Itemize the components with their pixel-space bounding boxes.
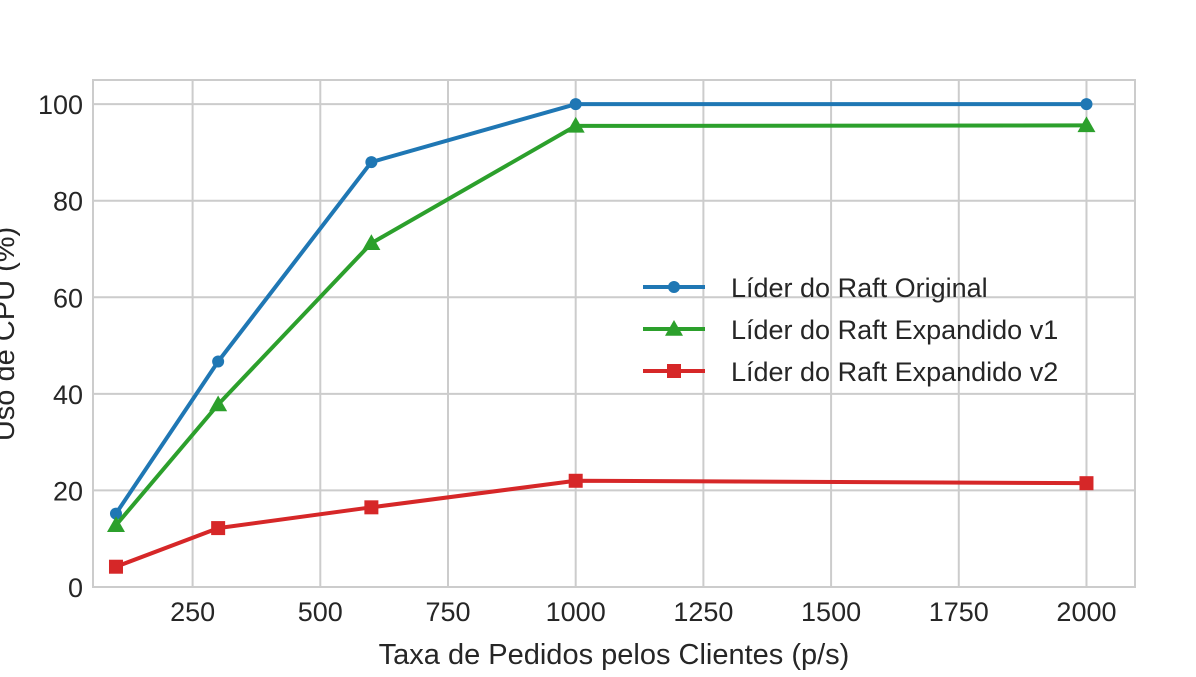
legend-marker bbox=[667, 364, 681, 378]
data-point bbox=[1079, 476, 1094, 491]
plot-frame bbox=[92, 79, 1136, 588]
data-point bbox=[566, 116, 585, 133]
data-point bbox=[106, 516, 125, 532]
y-tick-label: 80 bbox=[53, 187, 83, 217]
legend: Líder do Raft Original Líder do Raft Expa… bbox=[643, 273, 1058, 387]
legend-entry: Líder do Raft Original bbox=[643, 273, 988, 303]
data-point bbox=[1080, 98, 1093, 111]
x-tick-label: 1750 bbox=[929, 597, 989, 627]
data-point bbox=[109, 507, 122, 520]
legend-label: Líder do Raft Expandido v2 bbox=[731, 357, 1058, 387]
legend-entry: Líder do Raft Expandido v1 bbox=[643, 315, 1058, 345]
y-tick-label: 40 bbox=[53, 380, 83, 410]
x-axis-label: Taxa de Pedidos pelos Clientes (p/s) bbox=[379, 639, 850, 671]
data-series bbox=[106, 98, 1096, 574]
x-tick-label: 1500 bbox=[801, 597, 861, 627]
data-point bbox=[211, 521, 226, 536]
data-point bbox=[362, 234, 381, 250]
legend-label: Líder do Raft Expandido v1 bbox=[731, 315, 1058, 345]
x-tick-label: 2000 bbox=[1056, 597, 1116, 627]
legend-label: Líder do Raft Original bbox=[731, 273, 988, 303]
y-axis-label: Uso de CPU (%) bbox=[0, 227, 21, 441]
y-tick-label: 100 bbox=[38, 90, 83, 120]
y-tick-label: 0 bbox=[68, 573, 83, 603]
legend-marker bbox=[665, 320, 683, 336]
x-tick-label: 1250 bbox=[673, 597, 733, 627]
series-1 bbox=[109, 98, 1093, 520]
x-tick-label: 250 bbox=[170, 597, 215, 627]
data-point bbox=[209, 395, 228, 412]
x-tick-label: 1000 bbox=[546, 597, 606, 627]
x-tick-label: 500 bbox=[298, 597, 343, 627]
tick-labels: 250 500 750 1000 1250 1500 1750 2000 0 20 40 60 80 10… bbox=[38, 90, 1117, 627]
data-point bbox=[365, 156, 378, 169]
legend-entry: Líder do Raft Expandido v2 bbox=[643, 357, 1058, 387]
x-tick-label: 750 bbox=[425, 597, 470, 627]
data-point bbox=[569, 98, 582, 111]
legend-marker bbox=[668, 281, 680, 293]
data-point bbox=[568, 473, 583, 488]
data-point bbox=[212, 355, 225, 368]
data-point bbox=[108, 559, 123, 574]
y-tick-label: 20 bbox=[53, 476, 83, 506]
series-2 bbox=[106, 116, 1096, 532]
series-3 bbox=[108, 473, 1094, 574]
y-tick-label: 60 bbox=[53, 283, 83, 313]
data-point bbox=[1077, 116, 1096, 133]
data-point bbox=[364, 500, 379, 515]
